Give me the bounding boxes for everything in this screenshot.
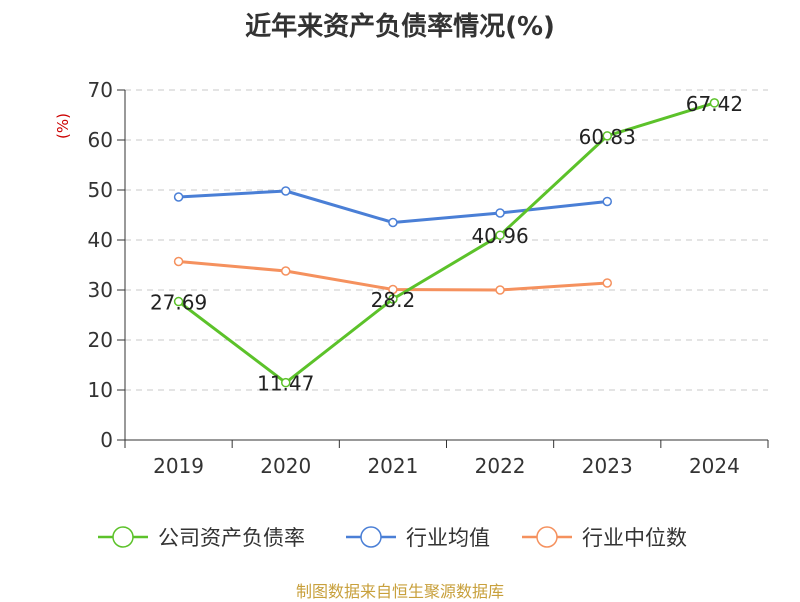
- data-point: [388, 284, 398, 295]
- data-label: 67.42: [686, 92, 743, 116]
- data-point: [281, 266, 291, 276]
- x-tick-label: 2019: [153, 454, 204, 478]
- gridlines: [125, 89, 768, 391]
- data-point: [495, 285, 505, 295]
- axes: 0 10 20 30 40 50 60 70 2019 2020 2021 2022 2023 2024: [88, 78, 769, 478]
- data-label: 60.83: [579, 125, 636, 149]
- y-tick-label: 0: [100, 428, 113, 452]
- y-tick-label: 50: [88, 178, 113, 202]
- legend-swatch-marker: [112, 526, 134, 548]
- data-point: [281, 186, 291, 196]
- series-lines: [173, 98, 720, 388]
- data-label: 40.96: [471, 224, 528, 248]
- x-tick-label: 2023: [582, 454, 633, 478]
- data-label: 28.2: [371, 288, 416, 312]
- data-point: [388, 294, 398, 304]
- data-point: [602, 131, 612, 141]
- y-tick-label: 40: [88, 228, 113, 252]
- series-2: [173, 256, 612, 295]
- legend-label: 行业均值: [406, 526, 490, 550]
- y-axis-label: (%): [54, 113, 72, 139]
- y-tick-label: 20: [88, 328, 113, 352]
- legend-item: 行业均值: [346, 526, 490, 550]
- legend-label: 公司资产负债率: [158, 526, 305, 550]
- y-tick-label: 10: [88, 378, 113, 402]
- x-tick-label: 2022: [475, 454, 526, 478]
- data-label: 27.69: [150, 291, 207, 315]
- data-point: [602, 196, 612, 207]
- data-label: 11.47: [257, 372, 314, 396]
- legend-swatch-marker: [360, 526, 382, 548]
- series-line: [177, 101, 715, 385]
- data-point: [709, 98, 720, 108]
- y-tick-label: 70: [88, 78, 113, 102]
- data-point: [173, 256, 184, 267]
- x-tick-label: 2020: [260, 454, 311, 478]
- x-tick-label: 2024: [689, 454, 740, 478]
- y-tick-label: 60: [88, 128, 113, 152]
- data-point: [173, 192, 184, 202]
- data-point: [281, 377, 291, 388]
- data-point: [602, 278, 612, 288]
- x-tick-label: 2021: [367, 454, 418, 478]
- data-point: [495, 230, 505, 240]
- source-note: 制图数据来自恒生聚源数据库: [295, 582, 504, 601]
- legend-item: 公司资产负债率: [98, 526, 305, 550]
- legend-label: 行业中位数: [582, 526, 687, 550]
- legend-item: 行业中位数: [522, 526, 687, 550]
- y-tick-label: 30: [88, 278, 113, 302]
- data-point: [495, 208, 505, 218]
- data-point: [173, 296, 184, 307]
- legend: 公司资产负债率 行业均值 行业中位数: [98, 526, 687, 550]
- series-1: [173, 186, 612, 228]
- series-0: [173, 98, 720, 388]
- chart-title: 近年来资产负债率情况(%): [245, 12, 555, 42]
- data-labels: 27.69 11.47 28.2 40.96 60.83 67.42: [150, 92, 743, 396]
- legend-swatch-marker: [536, 526, 558, 548]
- data-point: [388, 217, 398, 228]
